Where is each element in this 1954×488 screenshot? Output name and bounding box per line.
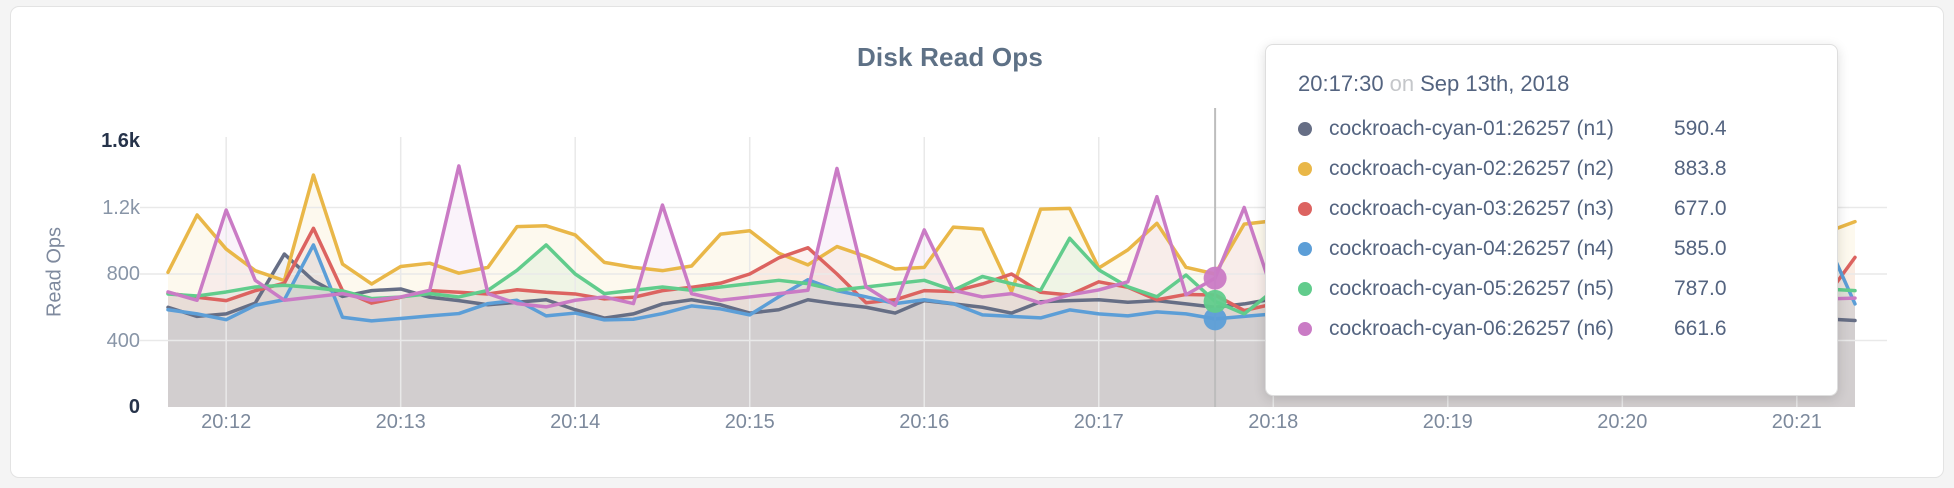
- y-tick-0: 0: [128, 396, 140, 418]
- series-label: cockroach-cyan-05:26257 (n5): [1329, 277, 1614, 300]
- series-label: cockroach-cyan-03:26257 (n3): [1329, 197, 1614, 220]
- y-tick-1.2k: 1.2k: [102, 196, 140, 219]
- series-color-dot-icon: [1298, 162, 1312, 176]
- tooltip-conjunction: on: [1389, 71, 1415, 96]
- y-tick-1.6k: 1.6k: [101, 130, 140, 152]
- hover-point-n5[interactable]: [1203, 289, 1227, 313]
- tooltip-series-list: cockroach-cyan-01:26257 (n1) 590.4 cockroa…: [1298, 109, 1805, 349]
- x-tick-20:18: 20:18: [1248, 411, 1299, 433]
- y-tick-400: 400: [106, 329, 140, 352]
- hover-tooltip: 20:17:30 on Sep 13th, 2018 cockroach-cyan-…: [1265, 44, 1838, 396]
- series-value: 787.0: [1674, 277, 1727, 300]
- x-tick-20:14: 20:14: [550, 411, 601, 433]
- x-tick-20:17: 20:17: [1073, 411, 1124, 433]
- series-label: cockroach-cyan-02:26257 (n2): [1329, 157, 1614, 180]
- series-color-dot-icon: [1298, 122, 1312, 136]
- series-value: 883.8: [1674, 157, 1727, 180]
- x-tick-20:13: 20:13: [375, 411, 426, 433]
- series-value: 677.0: [1674, 197, 1727, 220]
- series-color-dot-icon: [1298, 322, 1312, 336]
- tooltip-series-row: cockroach-cyan-04:26257 (n4) 585.0: [1298, 229, 1805, 269]
- x-tick-20:20: 20:20: [1597, 411, 1648, 433]
- series-color-dot-icon: [1298, 202, 1312, 216]
- tooltip-time: 20:17:30: [1298, 71, 1384, 96]
- series-value: 585.0: [1674, 237, 1727, 260]
- x-tick-20:21: 20:21: [1771, 411, 1822, 433]
- tooltip-series-row: cockroach-cyan-01:26257 (n1) 590.4: [1298, 109, 1805, 149]
- chart-title: Disk Read Ops: [856, 42, 1044, 72]
- series-color-dot-icon: [1298, 242, 1312, 256]
- y-tick-800: 800: [106, 263, 140, 285]
- series-value: 661.6: [1674, 317, 1727, 340]
- tooltip-date: Sep 13th, 2018: [1420, 71, 1570, 96]
- tooltip-series-row: cockroach-cyan-03:26257 (n3) 677.0: [1298, 189, 1805, 229]
- tooltip-timestamp: 20:17:30 on Sep 13th, 2018: [1298, 71, 1805, 97]
- tooltip-series-row: cockroach-cyan-02:26257 (n2) 883.8: [1298, 149, 1805, 189]
- series-label: cockroach-cyan-01:26257 (n1): [1329, 117, 1614, 140]
- tooltip-series-row: cockroach-cyan-06:26257 (n6) 661.6: [1298, 309, 1805, 349]
- series-label: cockroach-cyan-06:26257 (n6): [1329, 317, 1614, 340]
- series-value: 590.4: [1674, 117, 1727, 140]
- series-label: cockroach-cyan-04:26257 (n4): [1329, 237, 1614, 260]
- x-tick-20:15: 20:15: [724, 411, 775, 433]
- hover-point-n6[interactable]: [1203, 266, 1227, 290]
- x-tick-20:12: 20:12: [201, 411, 252, 433]
- tooltip-series-row: cockroach-cyan-05:26257 (n5) 787.0: [1298, 269, 1805, 309]
- x-tick-20:19: 20:19: [1422, 411, 1473, 433]
- x-tick-20:16: 20:16: [899, 411, 950, 433]
- hover-point-n4[interactable]: [1203, 307, 1227, 331]
- series-color-dot-icon: [1298, 282, 1312, 296]
